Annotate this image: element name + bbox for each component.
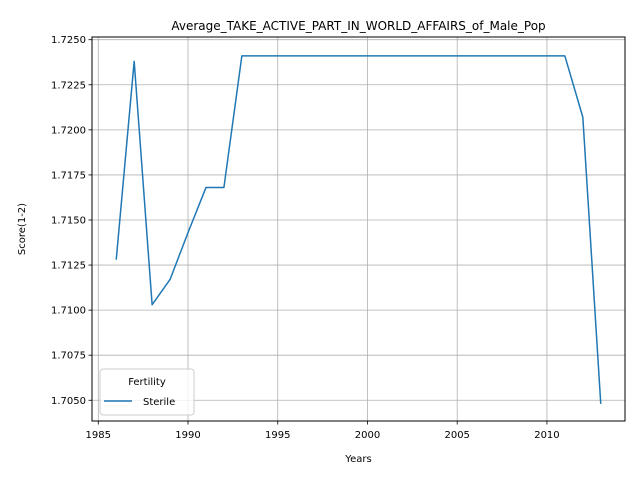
x-tick-label: 1985 (86, 430, 111, 441)
y-axis-label: Score(1-2) (17, 203, 28, 255)
y-tick-label: 1.7050 (51, 396, 86, 407)
y-tick-label: 1.7200 (51, 125, 86, 136)
y-tick-label: 1.7225 (51, 80, 86, 91)
y-tick-label: 1.7125 (51, 261, 86, 272)
y-tick-label: 1.7250 (51, 35, 86, 46)
x-tick-label: 2005 (444, 430, 469, 441)
grid (92, 37, 625, 421)
legend-title: Fertility (128, 377, 166, 388)
x-axis-label: Years (344, 454, 371, 465)
series-lines (115, 55, 602, 404)
x-tick-label: 1995 (265, 430, 290, 441)
legend: Fertility Sterile (99, 368, 195, 416)
y-tick-label: 1.7175 (51, 170, 86, 181)
plot-frame (91, 36, 626, 422)
y-tick-label: 1.7100 (51, 306, 86, 317)
x-axis-ticks: 1985 1990 1995 2000 2005 2010 (86, 421, 560, 441)
legend-box (99, 368, 195, 416)
y-tick-label: 1.7150 (51, 215, 86, 226)
x-tick-label: 2000 (355, 430, 380, 441)
series-line-sterile (115, 55, 602, 404)
chart-title: Average_TAKE_ACTIVE_PART_IN_WORLD_AFFAIR… (171, 19, 545, 33)
y-axis-ticks: 1.7050 1.7075 1.7100 1.7125 1.7150 1.7175 1.72… (51, 35, 92, 407)
y-tick-label: 1.7075 (51, 351, 86, 362)
x-tick-label: 1990 (175, 430, 200, 441)
x-tick-label: 2010 (534, 430, 559, 441)
legend-label-sterile: Sterile (143, 397, 175, 408)
